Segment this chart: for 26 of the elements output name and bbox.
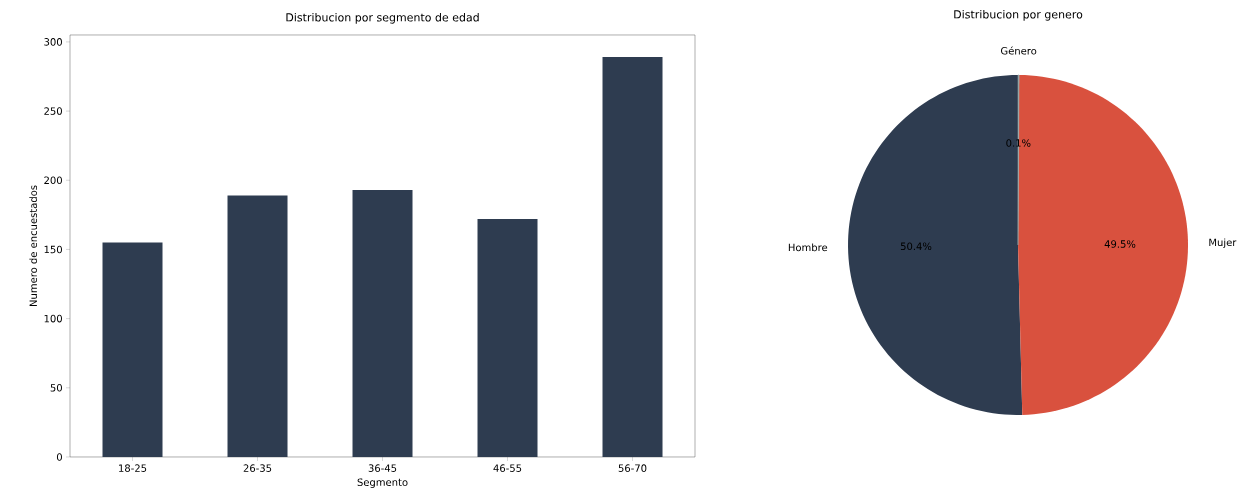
slice-label: Género: [1000, 46, 1037, 55]
x-tick-label: 56-70: [618, 464, 647, 472]
y-tick-label: 200: [44, 176, 62, 185]
x-axis-title: Segmento: [357, 478, 408, 488]
y-tick-label: 150: [44, 245, 62, 254]
slice-label: Hombre: [788, 243, 828, 252]
y-tick-label: 0: [56, 453, 62, 461]
x-tick-label: 18-25: [119, 464, 147, 472]
y-axis-title: Numero de encuestados: [29, 185, 38, 306]
x-tick-label: 26-35: [243, 464, 272, 472]
y-tick-label: 250: [44, 107, 62, 115]
chart-title: Distribucion por genero: [954, 9, 1083, 21]
slice-label: Mujer: [1209, 238, 1237, 249]
bar: [102, 242, 163, 457]
y-tick-label: 50: [50, 384, 62, 392]
bar: [477, 219, 538, 457]
y-tick-label: 100: [44, 314, 62, 323]
data-label: 49.5%: [1104, 240, 1136, 248]
bar: [602, 57, 663, 457]
data-label: 50.4%: [900, 242, 932, 251]
bar: [352, 189, 413, 457]
y-tick-label: 300: [44, 38, 62, 46]
bar: [227, 195, 288, 457]
x-tick-label: 36-45: [368, 464, 397, 472]
chart-title: Distribucion por segmento de edad: [286, 12, 479, 24]
x-tick-label: 46-55: [493, 464, 522, 472]
